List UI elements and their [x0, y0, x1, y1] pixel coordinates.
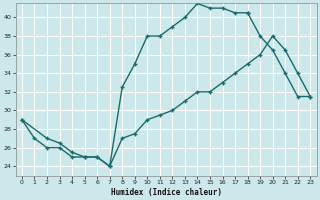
X-axis label: Humidex (Indice chaleur): Humidex (Indice chaleur)	[111, 188, 221, 197]
